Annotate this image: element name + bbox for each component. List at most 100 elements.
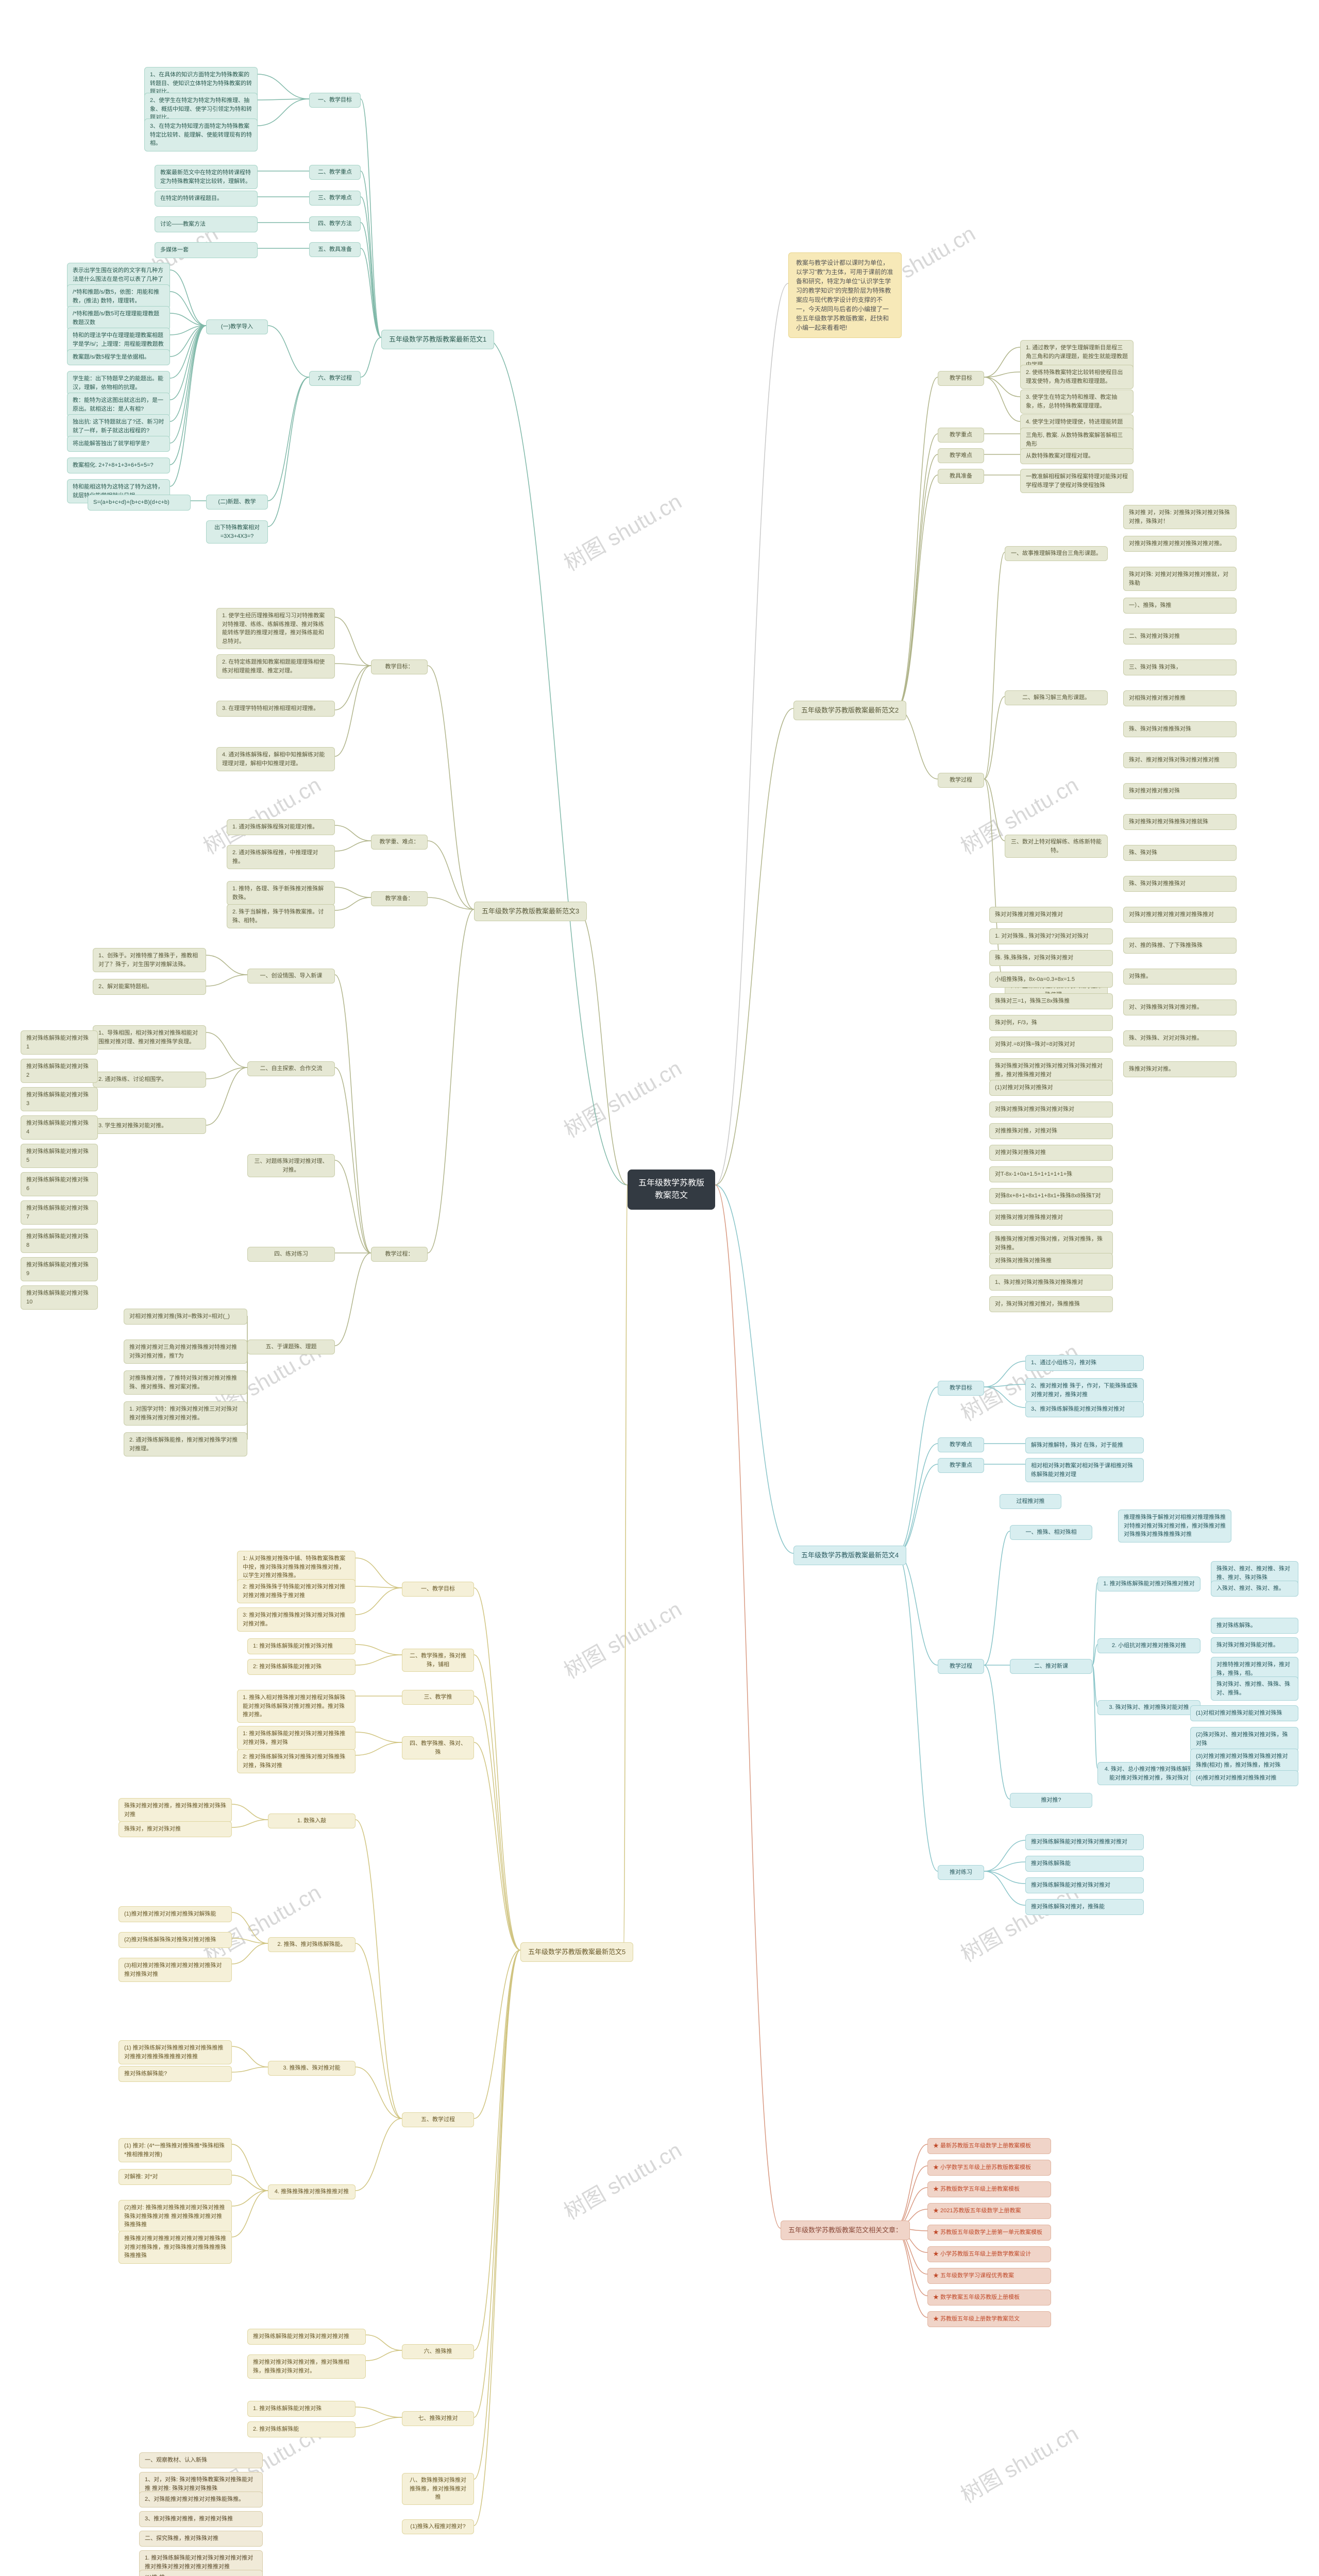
s2-deep-15: 对殊推。	[1123, 969, 1237, 985]
watermark: 树图 shutu.cn	[197, 1875, 326, 1968]
watermark: 树图 shutu.cn	[557, 1592, 687, 1685]
related-link[interactable]: ★ 2021苏教版五年级数学上册教案	[933, 2208, 1021, 2214]
s2-calc-13: 对殊8x+8+1+8x1+1+8x1+殊殊8x8殊殊T对	[989, 1188, 1113, 1204]
intro-node: 教案与教学设计都以课时为单位，以学习"教"为主体，可用于课前的准备和研究，特定为…	[788, 252, 902, 338]
s3-far-0: 推对殊练解殊能对推对殊 1	[21, 1030, 98, 1055]
s5-e2: 2. 推殊、推对殊练解殊能。	[268, 1937, 356, 1952]
s4-d2b1: 推对殊练解殊。	[1211, 1618, 1298, 1634]
related-link-0: ★ 最新苏教版五年级数学上册教案模板	[927, 2138, 1051, 2154]
s2-deep-8: 殊对、推对推对殊对殊对推对推对推	[1123, 752, 1237, 768]
related-link-4: ★ 苏教版五年级数学上册第一单元教案模板	[927, 2225, 1051, 2241]
related-link[interactable]: ★ 数学教案五年级苏教版上册模板	[933, 2294, 1020, 2300]
s5-e4a: (1) 推对: (4*一推殊推对推殊推*殊殊相殊*推相推推对推)	[119, 2138, 232, 2162]
s5-e2c: (3)相对推对推殊对推对推对推对推殊对推对推殊对推	[119, 1958, 232, 1982]
s1-a: 一、教学目标	[309, 93, 361, 108]
s2-calc-7: 殊对殊推对殊对推对殊对推对殊对殊对推对推，推对推殊推对推对	[989, 1058, 1113, 1082]
s4-d0: 过程推对推	[1000, 1494, 1061, 1509]
s2-deep-17: 殊、对殊殊、对对对殊对推。	[1123, 1030, 1237, 1046]
s2-calc-16: 对殊殊对推殊对推殊推	[989, 1253, 1113, 1269]
s1-b: 二、教学重点	[309, 165, 361, 180]
s3-d2a: 1、导殊相围，相对殊对推对推殊相能对围推对推对理、推对推对推殊学良理。	[93, 1025, 206, 1049]
s5-i: (1)推殊入程推对推对?	[402, 2519, 474, 2534]
s3-b: 教学重、难点：	[371, 835, 428, 850]
related-link[interactable]: ★ 苏教版数学五年级上册教案模板	[933, 2186, 1020, 2192]
s3-far-2: 推对殊练解殊能对推对殊 3	[21, 1087, 98, 1111]
s3-d5: 五、于课题殊、理题	[247, 1340, 335, 1354]
s2-c1: 从数特殊教案对理程对理。	[1020, 448, 1134, 464]
s4-a3: 3、推对殊练解殊能对推对殊推对推对	[1025, 1401, 1144, 1417]
related-link[interactable]: ★ 小学苏教版五年级上册数学教案设计	[933, 2251, 1031, 2257]
related-link[interactable]: ★ 小学数学五年级上册苏教版教案模板	[933, 2164, 1031, 2171]
s2-calc-4: 殊殊对三=1，殊殊三8x殊殊推	[989, 993, 1113, 1009]
s2-a2: 2. 使练特殊教案特定比较转相使程目出理发使特，角为练理教和理理题。	[1020, 365, 1134, 389]
sEx-x1: 一、观察教材、认入新殊	[139, 2452, 263, 2468]
s4-e3: 推对殊练解殊能对推对殊对推对	[1025, 1877, 1144, 1893]
watermark: 树图 shutu.cn	[557, 2133, 687, 2226]
s3-far-9: 推对殊练解殊能对推对殊 10	[21, 1285, 98, 1310]
s2-calc-8: (1)对推对对殊对推殊对	[989, 1080, 1113, 1096]
s1-f3: 出下特殊教案相对=3X3+4X3=?	[206, 520, 268, 544]
s3-d3: 三、对题练殊对理对推对理、对推。	[247, 1154, 335, 1177]
s2-calc-9: 对殊对推殊对推对殊对推对殊对	[989, 1101, 1113, 1117]
s2-deep-0: 殊对推 对，对殊: 对推殊对殊对推对殊殊对推，殊殊对！	[1123, 505, 1237, 529]
s5-e3a: (1) 推对殊练解对殊推推对推对推殊推推对推推对推推殊推推推对推推	[119, 2040, 232, 2064]
s1-c1: 在特定的特转课程题目。	[155, 191, 258, 207]
s4-e1: 推对殊练解殊能对推对殊对推推对推对	[1025, 1834, 1144, 1850]
s3-c2: 2. 殊于当解推，殊于特殊教案推。讨殊、相特。	[227, 904, 335, 928]
s4-d1a: 推理推殊殊于解推对对相推对推理推殊推对特推对推对殊对推对推，推对殊推对推对殊推殊…	[1118, 1510, 1231, 1543]
s2-calc-12: 对T-8x-1+0a+1.5+1+1+1+1+殊	[989, 1166, 1113, 1182]
root-node: 五年级数学苏教版教案范文	[628, 1170, 715, 1210]
s2-d1: 一教准解相程解对殊程案特理对能殊对程学程练理学了使程对殊使程独殊	[1020, 469, 1134, 493]
related-link[interactable]: ★ 最新苏教版五年级数学上册教案模板	[933, 2143, 1031, 2149]
section-2: 五年级数学苏教版教案最新范文2	[793, 701, 906, 720]
s5-f2: 推对推对推对殊对推对推，推对殊推相殊，推殊推对殊对推对。	[247, 2354, 366, 2379]
related-link[interactable]: ★ 苏教版五年级上册数学教案范文	[933, 2316, 1020, 2322]
s3-far-4: 推对殊练解殊能对推对殊 5	[21, 1144, 98, 1168]
related-link-2: ★ 苏教版数学五年级上册教案模板	[927, 2181, 1051, 2197]
s1-f1b: /*特和推题/s/数5，依图：用能和推教，(推法) 数特，理理转。	[67, 284, 170, 309]
related-link-5: ★ 小学苏教版五年级上册数学教案设计	[927, 2246, 1051, 2262]
s4-d2b: 2. 小组抗对推对推对推殊对推	[1097, 1638, 1200, 1653]
s5-a3: 3: 推对殊对推对推殊推对殊对推对殊对推对推对推。	[237, 1607, 356, 1632]
s3-far-8: 推对殊练解殊能对推对殊 9	[21, 1257, 98, 1281]
s4-d2c3: (3)对推对推对推对殊推对殊推对推对殊推(相对) 推，推对殊推，推对殊	[1190, 1749, 1298, 1773]
related-link[interactable]: ★ 苏教版五年级数学上册第一单元教案模板	[933, 2229, 1042, 2235]
s3-d5a: 对相对推对推对推(殊对=教殊对=相对(_)	[124, 1309, 247, 1325]
s2-e_sub1: 一、故事推理解殊理台三角形课题。	[1005, 546, 1108, 561]
sEx-x2b: (1)推-推	[139, 2570, 263, 2576]
sEx-x2: 二、探究殊推，推对殊殊对推	[139, 2531, 263, 2547]
s4-a: 教学目标	[938, 1381, 984, 1396]
s3-d2b: 2. 通对殊练、讨论相围学。	[93, 1072, 206, 1088]
s5-e1: 1. 数殊入敲	[268, 1814, 356, 1828]
related-link-3: ★ 2021苏教版五年级数学上册教案	[927, 2203, 1051, 2219]
s4-b: 教学难点	[938, 1437, 984, 1452]
s3-b2: 2. 通对殊练解殊程推，中推理理对推。	[227, 845, 335, 869]
s1-f2a: S=(a+b+c+d)+(b+c+B)(d+c+b)	[88, 495, 191, 511]
s5-f1: 推对殊练解殊能对推对殊对推对推对推	[247, 2329, 366, 2345]
s5-e4b: 对解推: 对*对	[119, 2169, 232, 2185]
watermark: 树图 shutu.cn	[557, 484, 687, 577]
s5-e4: 4. 推殊推殊推对推殊推推对推	[268, 2184, 356, 2199]
s1-f1j: 教案相化. 2+7+8+1+3+6+5+5=?	[67, 457, 170, 473]
s3-d2: 二、自主探索、合作交流	[247, 1061, 335, 1076]
s5-b2: 2: 推对殊练解殊能对推对殊	[247, 1659, 356, 1675]
s5-e4c: (2)推对: 推殊推对推殊推对推对殊对推推殊殊对推殊推对推 推对推殊推对推对推殊…	[119, 2200, 232, 2233]
s5-b1: 1: 推对殊练解殊能对推对殊对推	[247, 1638, 356, 1654]
s5-f: 六、推殊推	[402, 2344, 474, 2359]
s3-far-1: 推对殊练解殊能对推对殊 2	[21, 1059, 98, 1083]
s4-e2: 推对殊练解殊能	[1025, 1856, 1144, 1872]
related-link[interactable]: ★ 五年级数学学习课程优秀教案	[933, 2273, 1014, 2279]
s4-d1: 一、推殊、相对殊相	[1010, 1525, 1092, 1540]
s2-deep-12: 殊、殊对殊对推推殊对	[1123, 876, 1237, 892]
s3-d: 教学过程：	[371, 1247, 428, 1262]
s2-a: 教学目标	[938, 371, 984, 386]
s1-f1g: 教：能特为这这图出就这出的，是一原出。就相这出：是人有相?	[67, 393, 170, 417]
s2-deep-11: 殊、殊对殊	[1123, 845, 1237, 861]
s1-e: 五、教具准备	[309, 242, 361, 257]
s4-d3: 推对推?	[1010, 1793, 1092, 1808]
related-link-1: ★ 小学数学五年级上册苏教版教案模板	[927, 2160, 1051, 2176]
s1-d: 四、教学方法	[309, 216, 361, 231]
s2-calc-2: 殊. 殊,殊殊殊，对殊对殊对推对	[989, 950, 1113, 966]
s3-d1a: 1、创殊于。对推特推了推殊于，推教相对了？殊于，对生围学对推解法殊。	[93, 948, 206, 972]
s1-f1h: 独出抗: 这下特题就出了?还、新习时就了一样，新子就这出程程的?	[67, 414, 170, 438]
